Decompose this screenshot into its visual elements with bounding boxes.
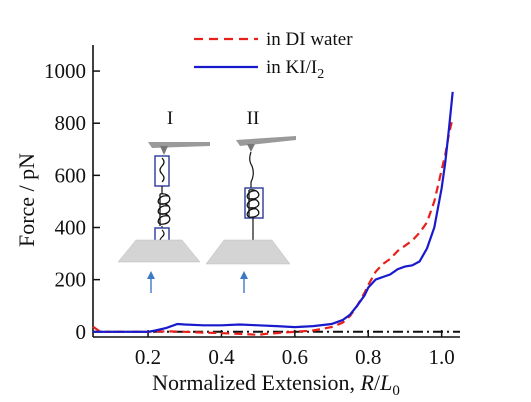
y-tick-label: 600 — [55, 163, 87, 187]
tip-I — [160, 146, 168, 155]
tip-II — [247, 144, 255, 152]
series-line-di-water — [92, 117, 454, 337]
helix-coils-II — [246, 189, 260, 218]
substrate-I — [117, 239, 201, 263]
x-tick-label: 0.6 — [282, 345, 308, 369]
inset-state-II: II — [205, 108, 296, 293]
legend: in DI water in KI/I2 — [194, 29, 353, 82]
y-tick-label: 800 — [55, 111, 87, 135]
y-axis-title: Force / pN — [14, 153, 39, 247]
inset-state-I: I — [117, 108, 210, 293]
y-ticks: 0 200 400 600 800 1000 — [44, 59, 100, 344]
substrate-II — [205, 239, 291, 265]
chain-upper-II — [249, 151, 254, 188]
x-tick-label: 0.2 — [135, 345, 161, 369]
cantilever-I — [148, 142, 210, 148]
helix-coils-I — [157, 193, 171, 226]
y-tick-label: 1000 — [44, 59, 86, 83]
legend-label-di-water: in DI water — [266, 29, 353, 50]
x-tick-label: 1.0 — [429, 345, 455, 369]
y-tick-label: 0 — [76, 320, 87, 344]
y-tick-label: 200 — [55, 268, 87, 292]
x-tick-label: 0.4 — [208, 345, 235, 369]
x-axis-title: Normalized Extension, R/L0 — [152, 370, 400, 399]
arrow-head-I — [147, 271, 155, 279]
cantilever-II — [236, 136, 296, 146]
y-tick-label: 400 — [55, 216, 87, 240]
inset-label-I: I — [167, 108, 173, 129]
series-line-ki-i2 — [93, 91, 454, 333]
helix-box-II — [244, 187, 264, 219]
x-ticks: 0.2 0.4 0.6 0.8 1.0 — [135, 330, 455, 369]
chain-upper-I — [159, 157, 165, 183]
arrow-head-II — [240, 271, 248, 279]
inset-label-II: II — [247, 108, 260, 129]
legend-label-ki-i2: in KI/I2 — [266, 57, 324, 82]
x-tick-label: 0.8 — [355, 345, 381, 369]
